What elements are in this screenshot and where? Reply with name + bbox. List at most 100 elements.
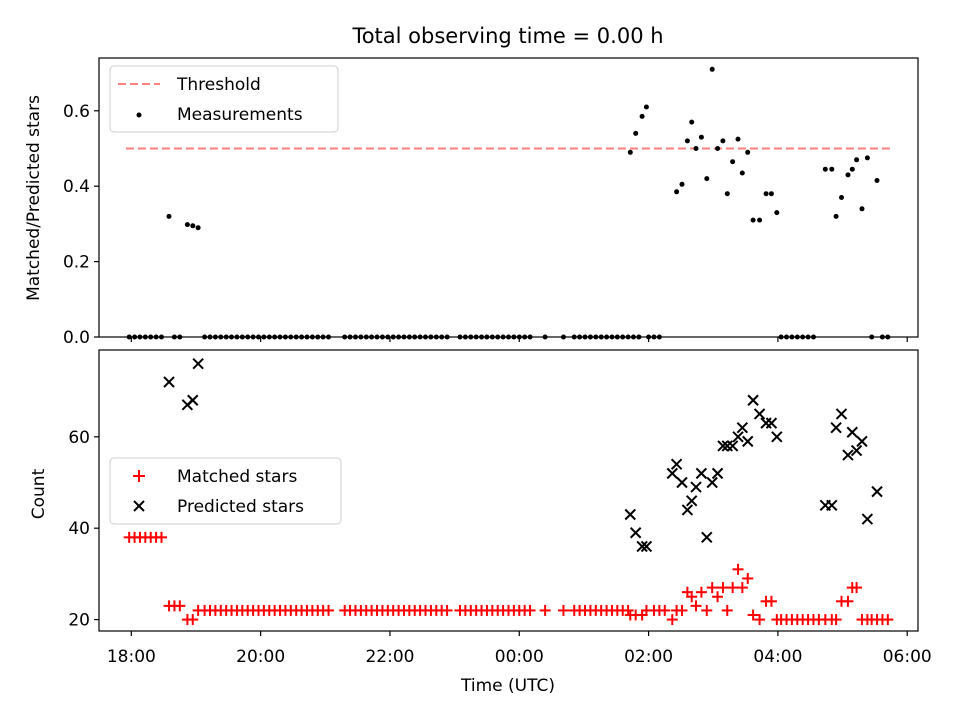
top-marks — [125, 66, 892, 340]
bottom-y-ticks: 20 40 60 — [68, 428, 99, 631]
matched-star-point — [732, 563, 744, 575]
matched-star-point — [557, 604, 569, 616]
threshold-legend-label: Threshold — [176, 75, 261, 95]
predicted-star-point — [701, 531, 713, 544]
predicted-star-point — [163, 376, 175, 388]
measurements-legend-swatch — [136, 112, 142, 118]
predicted-star-point — [636, 540, 648, 553]
matched-star-point — [736, 582, 748, 594]
predicted-star-point — [842, 449, 854, 461]
predicted-star-point — [871, 485, 883, 498]
predicted-star-point — [685, 495, 698, 507]
x-tick-label: 04:00 — [753, 647, 802, 667]
matched-star-point — [712, 591, 724, 603]
measurement-point — [763, 191, 769, 197]
bottom-y-axis-label: Count — [29, 468, 49, 519]
bottom-y-tick-label: 20 — [68, 611, 90, 631]
predicted-star-point — [726, 440, 739, 452]
measurement-point — [704, 176, 710, 182]
measurement-point — [833, 213, 839, 219]
matched-star-point — [690, 600, 702, 612]
predicted-star-point — [765, 417, 778, 429]
predicted-star-point — [835, 408, 848, 420]
matched-star-point — [323, 604, 335, 616]
predicted-star-point — [706, 476, 718, 489]
measurement-point — [709, 66, 715, 72]
bottom-legend-box — [109, 457, 342, 525]
measurement-point — [745, 149, 751, 155]
predicted-star-point — [732, 431, 744, 443]
measurement-point — [674, 189, 680, 195]
predicted-legend-label: Predicted stars — [177, 497, 304, 517]
matched-star-point — [187, 614, 199, 626]
bottom-legend: Matched stars Predicted stars — [109, 457, 342, 525]
matched-star-point — [441, 604, 453, 616]
predicted-star-point — [624, 508, 636, 521]
predicted-star-point — [670, 458, 683, 470]
top-y-tick-label: 0.2 — [63, 253, 90, 273]
measurement-point — [757, 217, 763, 223]
bottom-y-tick-label: 60 — [68, 428, 90, 448]
measurement-point — [829, 166, 835, 172]
measurement-point — [845, 172, 851, 178]
x-axis-label: Time (UTC) — [460, 676, 555, 696]
measurement-point — [735, 136, 741, 142]
measurement-point — [854, 157, 860, 163]
predicted-star-point — [187, 394, 199, 406]
predicted-star-point — [690, 481, 702, 493]
measurement-point — [750, 217, 756, 223]
top-y-ticks: 0.0 0.2 0.4 0.6 — [63, 102, 99, 348]
matched-star-point — [717, 582, 729, 594]
measurement-point — [720, 138, 726, 144]
matched-star-point — [695, 586, 707, 598]
matched-star-point — [706, 582, 718, 594]
bottom-marks — [123, 358, 894, 626]
predicted-star-point — [640, 540, 653, 553]
predicted-star-point — [681, 504, 694, 516]
x-tick-label: 20:00 — [236, 647, 285, 667]
matched-star-point — [676, 604, 688, 616]
measurements-legend-label: Measurements — [177, 105, 303, 125]
predicted-star-point — [861, 513, 874, 525]
predicted-star-point — [753, 408, 766, 420]
measurement-point — [839, 195, 844, 200]
matched-star-point — [830, 614, 842, 626]
measurement-point — [195, 225, 201, 231]
matched-star-point — [747, 609, 759, 621]
predicted-star-point — [856, 435, 868, 448]
predicted-star-point — [830, 421, 842, 434]
predicted-star-point — [711, 467, 724, 480]
matched-star-point — [842, 595, 854, 607]
measurement-point — [684, 138, 690, 144]
measurement-point — [679, 181, 685, 187]
predicted-star-point — [736, 421, 749, 434]
top-axes-frame — [98, 57, 919, 338]
measurement-point — [698, 134, 704, 140]
measurement-point — [849, 166, 855, 172]
x-tick-label: 00:00 — [495, 647, 544, 667]
measurement-point — [633, 130, 639, 136]
measurement-point — [768, 191, 774, 197]
matched-legend-label: Matched stars — [177, 467, 297, 487]
matched-star-point — [659, 604, 671, 616]
predicted-star-point — [676, 476, 688, 489]
predicted-star-point — [629, 527, 642, 539]
measurement-point — [184, 222, 190, 228]
matched-star-point — [851, 582, 863, 594]
matched-star-point — [524, 604, 536, 616]
measurement-point — [859, 206, 865, 212]
measurement-point — [715, 146, 721, 151]
bottom-y-tick-label: 40 — [68, 519, 90, 539]
top-panel: 0.0 0.2 0.4 0.6 Matched/Predicted stars Thr… — [24, 57, 919, 348]
measurement-point — [864, 155, 870, 161]
matched-star-point — [727, 582, 739, 594]
measurement-point — [639, 113, 645, 119]
measurement-point — [774, 210, 780, 216]
predicted-star-point — [846, 426, 858, 438]
measurement-point — [693, 146, 699, 151]
predicted-star-point — [771, 431, 783, 443]
measurement-point — [874, 178, 880, 183]
matched-star-point — [539, 604, 551, 616]
x-tick-label: 22:00 — [365, 647, 414, 667]
